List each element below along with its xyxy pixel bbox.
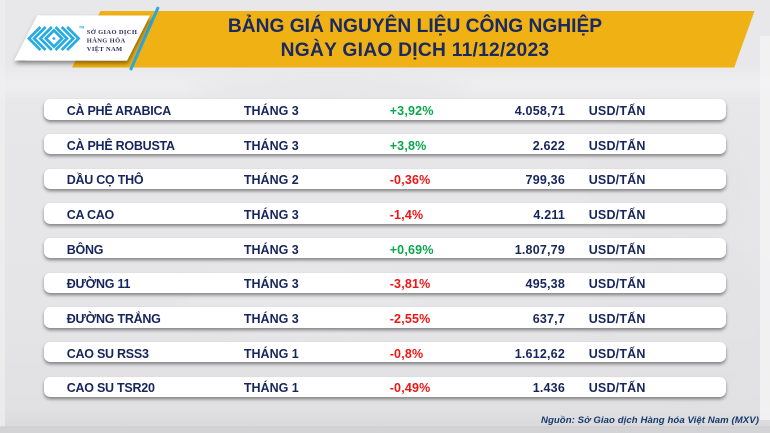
- svg-text:SỞ GIAO DỊCH: SỞ GIAO DỊCH: [87, 28, 137, 36]
- svg-text:HÀNG HÓA: HÀNG HÓA: [87, 36, 126, 44]
- svg-text:TM: TM: [79, 26, 84, 30]
- svg-text:VIỆT NAM: VIỆT NAM: [87, 45, 123, 53]
